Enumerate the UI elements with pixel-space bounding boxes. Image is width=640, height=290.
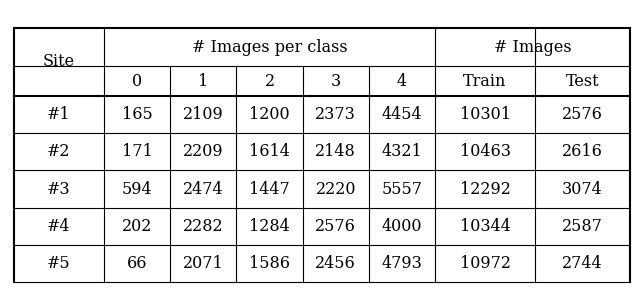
Text: # Images per class: # Images per class [192, 39, 348, 55]
Text: 2744: 2744 [562, 255, 603, 272]
Text: 10301: 10301 [460, 106, 511, 123]
Text: 2456: 2456 [316, 255, 356, 272]
Text: Site: Site [43, 53, 75, 70]
Text: 1284: 1284 [249, 218, 290, 235]
Text: 1: 1 [198, 72, 209, 90]
Text: 2209: 2209 [183, 143, 223, 160]
Text: 0: 0 [132, 72, 142, 90]
Text: 2373: 2373 [316, 106, 356, 123]
Text: 594: 594 [122, 180, 152, 197]
Text: 4000: 4000 [381, 218, 422, 235]
Text: 202: 202 [122, 218, 152, 235]
Text: 165: 165 [122, 106, 152, 123]
Text: 2576: 2576 [316, 218, 356, 235]
Text: Train: Train [463, 72, 507, 90]
Text: #5: #5 [47, 255, 71, 272]
Text: 1614: 1614 [249, 143, 290, 160]
Text: 2: 2 [264, 72, 275, 90]
Text: 5557: 5557 [381, 180, 422, 197]
Text: 4321: 4321 [381, 143, 422, 160]
Text: 2616: 2616 [562, 143, 603, 160]
Text: #4: #4 [47, 218, 71, 235]
Text: 10344: 10344 [460, 218, 511, 235]
Text: Test: Test [566, 72, 599, 90]
Text: 1586: 1586 [249, 255, 290, 272]
Text: 3074: 3074 [562, 180, 603, 197]
Text: #1: #1 [47, 106, 71, 123]
Text: 171: 171 [122, 143, 152, 160]
Text: 10972: 10972 [460, 255, 511, 272]
Text: 12292: 12292 [460, 180, 511, 197]
Text: 66: 66 [127, 255, 147, 272]
Text: 2148: 2148 [316, 143, 356, 160]
Text: #3: #3 [47, 180, 71, 197]
Text: 2109: 2109 [183, 106, 223, 123]
Text: 4454: 4454 [381, 106, 422, 123]
Text: 4793: 4793 [381, 255, 422, 272]
Text: 2474: 2474 [183, 180, 223, 197]
Text: 10463: 10463 [460, 143, 511, 160]
Text: 4: 4 [397, 72, 407, 90]
Text: 2587: 2587 [562, 218, 603, 235]
Text: #2: #2 [47, 143, 71, 160]
Text: 2282: 2282 [183, 218, 223, 235]
Text: 2576: 2576 [562, 106, 603, 123]
Text: 1200: 1200 [249, 106, 290, 123]
Text: 1447: 1447 [249, 180, 290, 197]
Text: 2071: 2071 [183, 255, 223, 272]
Text: 3: 3 [331, 72, 341, 90]
Text: 2220: 2220 [316, 180, 356, 197]
Text: # Images: # Images [493, 39, 572, 55]
